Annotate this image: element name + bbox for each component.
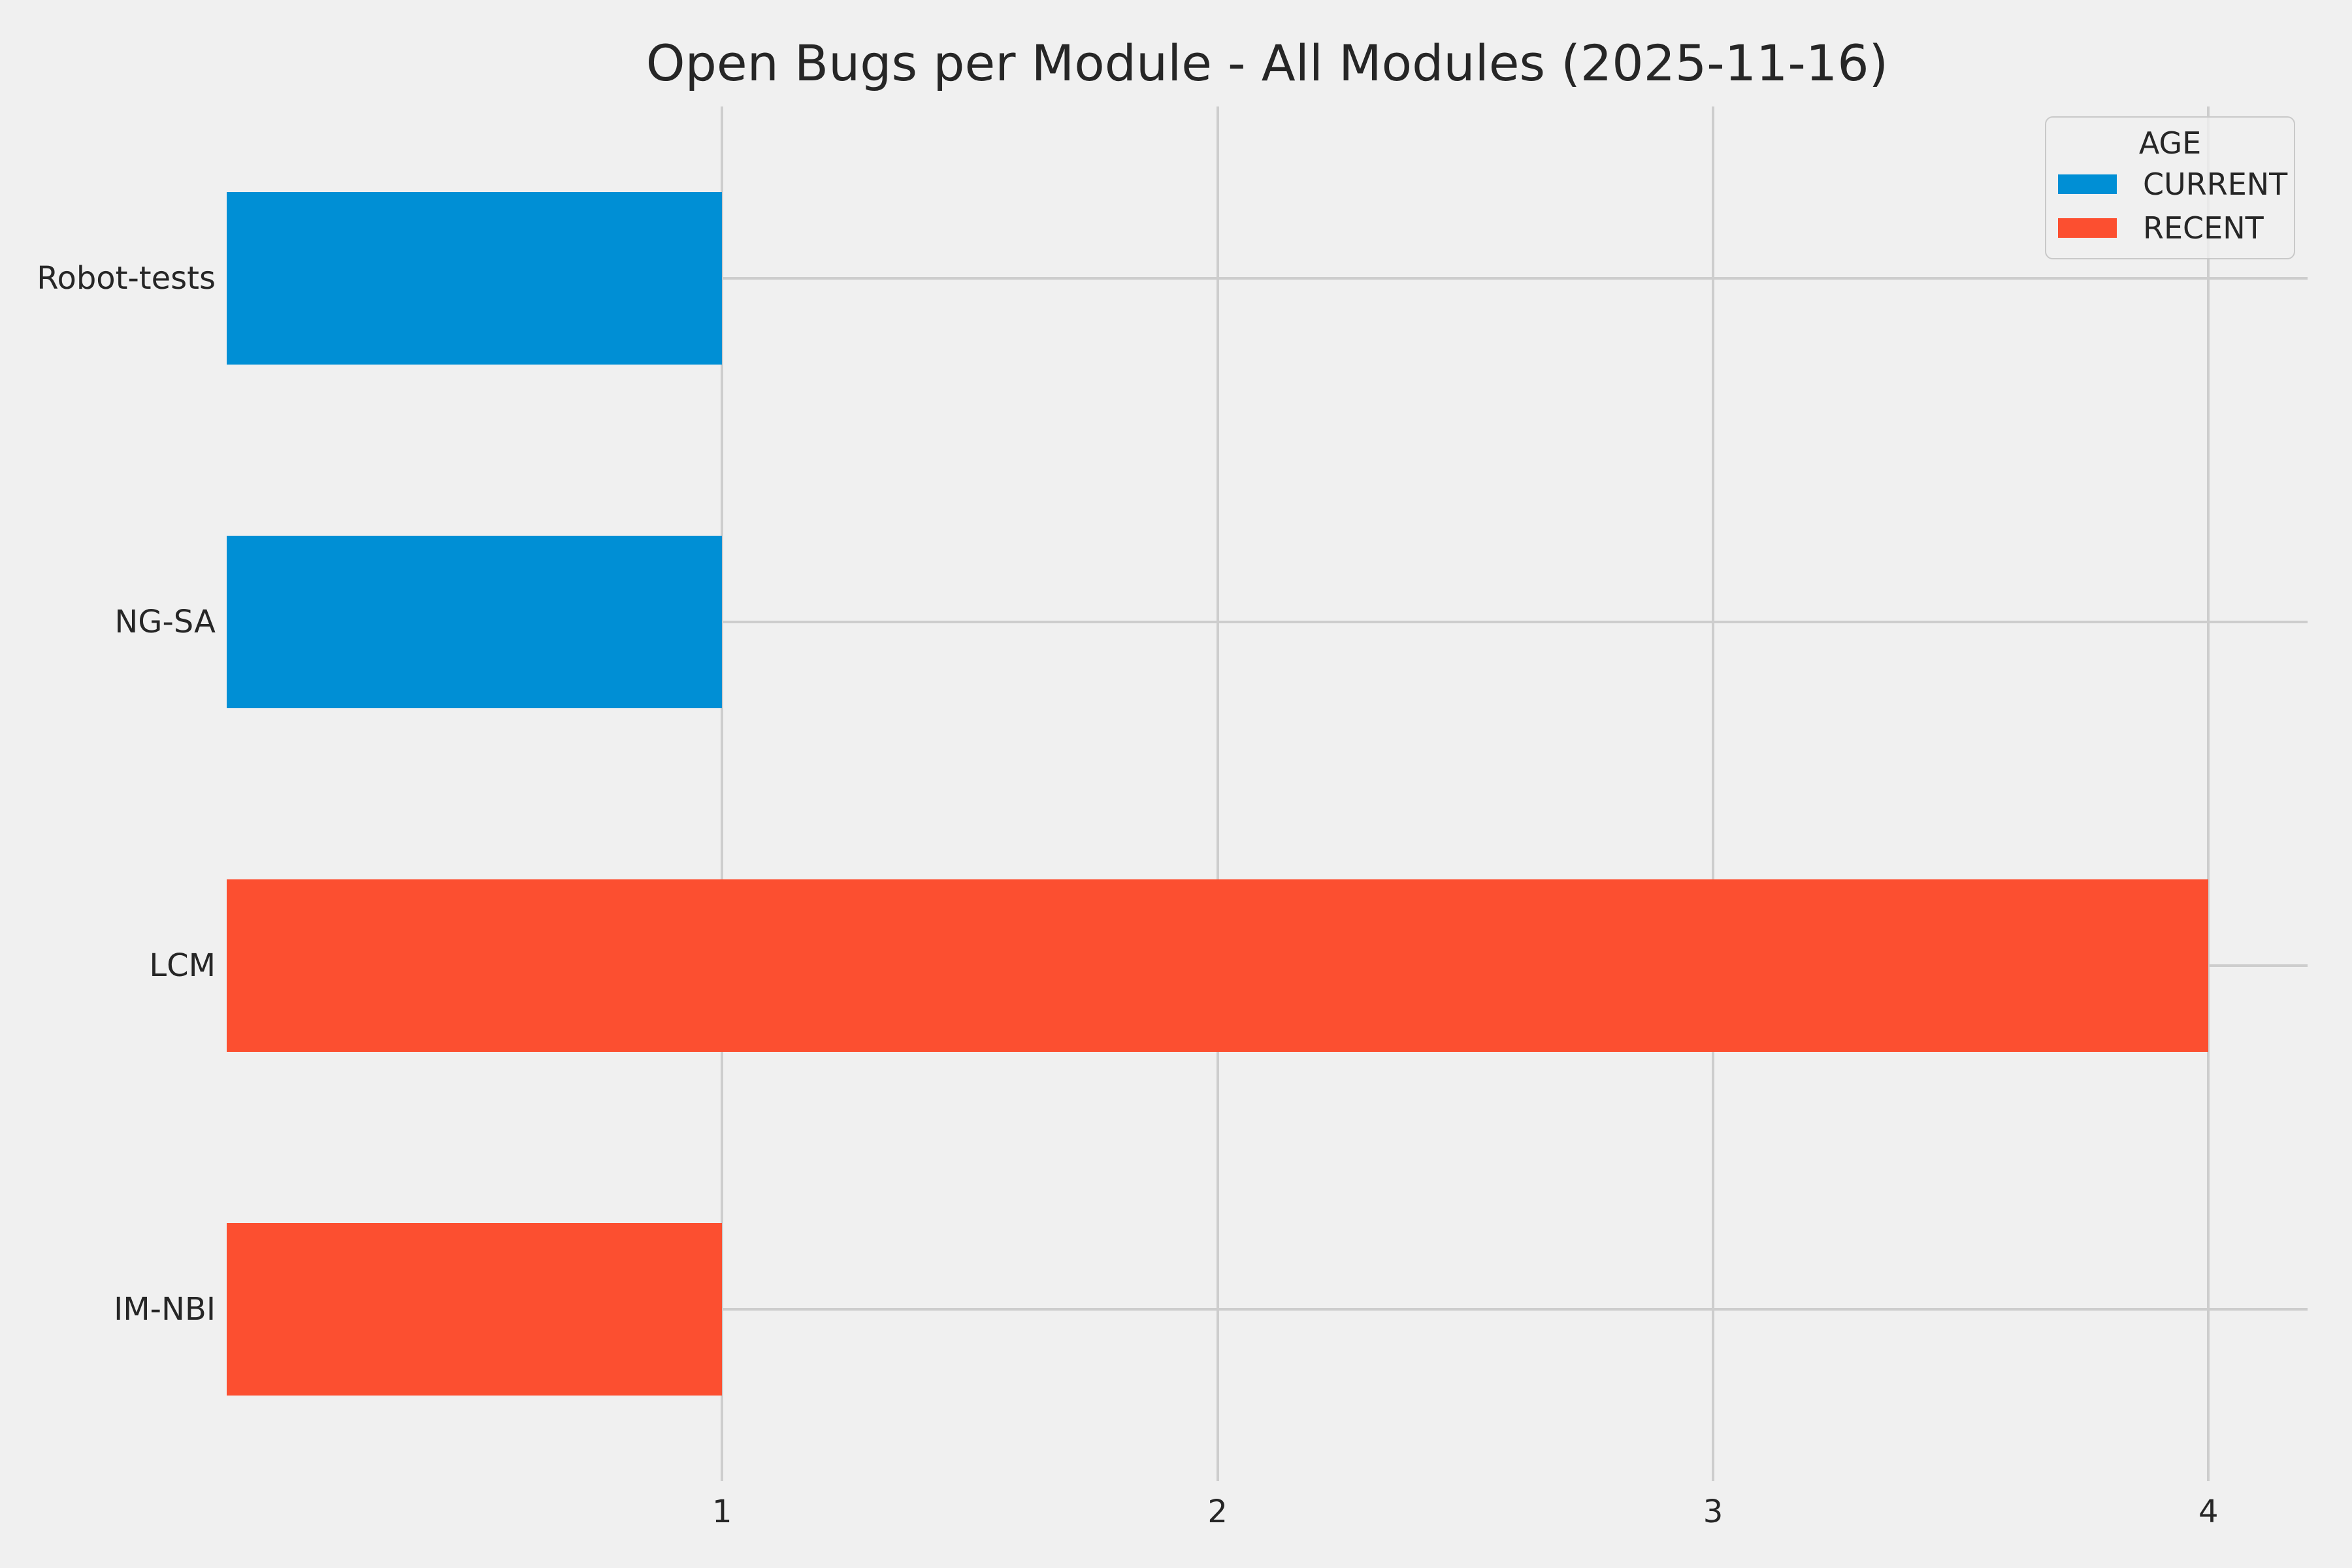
y-label-ng-sa: NG-SA (114, 604, 216, 640)
vertical-gridline-4 (2207, 106, 2210, 1481)
legend-label-current: CURRENT (2143, 166, 2288, 202)
x-tick-label-1: 1 (712, 1494, 732, 1530)
bar-ng-sa (227, 536, 723, 708)
horizontal-gridline-ng-sa (227, 621, 2308, 623)
plot-area (227, 106, 2308, 1481)
x-tick-label-2: 2 (1207, 1494, 1228, 1530)
horizontal-gridline-robot-tests (227, 277, 2308, 280)
legend-swatch-recent (2058, 218, 2117, 238)
y-label-lcm: LCM (149, 947, 216, 984)
legend: AGE CURRENT RECENT (2045, 116, 2295, 259)
legend-swatch-current (2058, 174, 2117, 194)
chart-title: Open Bugs per Module - All Modules (2025… (645, 34, 1889, 92)
x-tick-label-3: 3 (1703, 1494, 1723, 1530)
vertical-gridline-3 (1712, 106, 1714, 1481)
bar-robot-tests (227, 192, 723, 365)
bar-im-nbi (227, 1223, 723, 1396)
vertical-gridline-1 (721, 106, 724, 1481)
horizontal-gridline-im-nbi (227, 1308, 2308, 1311)
x-tick-label-4: 4 (2198, 1494, 2219, 1530)
legend-entry-recent: RECENT (2046, 206, 2294, 250)
legend-title: AGE (2138, 125, 2202, 161)
y-label-im-nbi: IM-NBI (114, 1291, 216, 1328)
vertical-gridline-2 (1216, 106, 1219, 1481)
legend-entries: CURRENT RECENT (2046, 162, 2294, 250)
legend-label-recent: RECENT (2143, 210, 2264, 246)
y-label-robot-tests: Robot-tests (37, 260, 216, 297)
bar-lcm (227, 879, 2209, 1052)
legend-entry-current: CURRENT (2046, 162, 2294, 206)
